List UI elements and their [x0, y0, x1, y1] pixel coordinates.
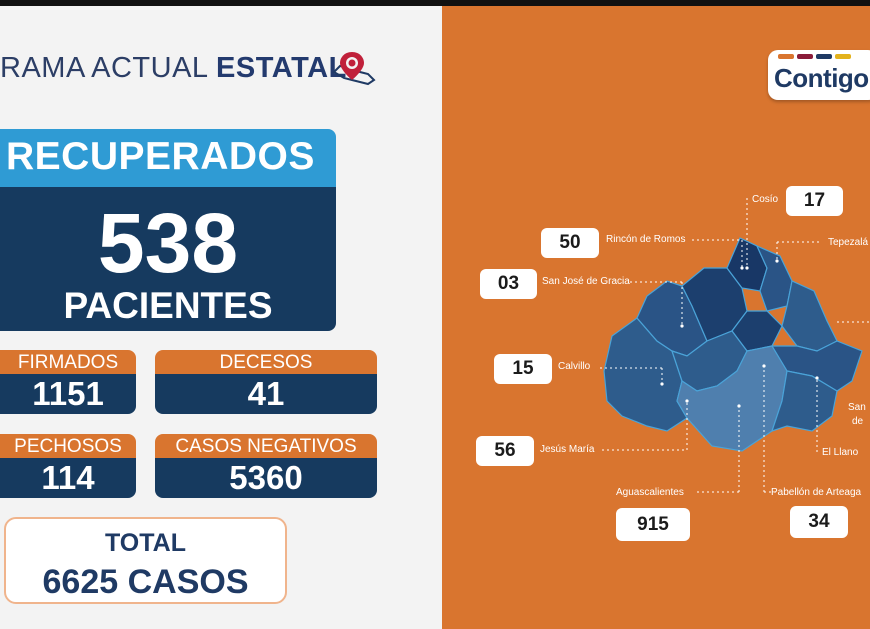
municipality-value: 03 — [480, 269, 537, 299]
municipality-name: San José de Gracia — [542, 276, 630, 287]
confirmed-card: FIRMADOS 1151 — [0, 350, 136, 414]
recovered-header: RECUPERADOS — [0, 129, 336, 187]
deaths-label: DECESOS — [155, 350, 377, 374]
map-region-tepezala — [755, 244, 793, 312]
recovered-label: RECUPERADOS — [6, 135, 315, 178]
logo-text: Contigo — [774, 63, 869, 93]
deaths-value: 41 — [155, 374, 377, 414]
recovered-unit: PACIENTES — [63, 285, 273, 326]
municipality-value: 15 — [494, 354, 552, 384]
municipality-name: Aguascalientes — [616, 487, 684, 498]
municipality-value: 17 — [786, 186, 843, 216]
suspected-value: 114 — [0, 458, 136, 498]
negative-value: 5360 — [155, 458, 377, 498]
municipality-name: de — [852, 416, 864, 427]
municipality-name: Rincón de Romos — [606, 234, 686, 245]
map-region-el-llano — [771, 370, 838, 432]
total-label: TOTAL — [104, 529, 186, 557]
municipality-name: Cosío — [752, 194, 779, 205]
deaths-card: DECESOS 41 — [155, 350, 377, 414]
municipality-value: 34 — [790, 506, 848, 538]
state-map — [600, 198, 870, 493]
municipality-name: San — [848, 402, 866, 413]
suspected-card: PECHOSOS 114 — [0, 434, 136, 498]
map-region-asientos — [781, 280, 838, 352]
total-value: 6625 CASOS — [42, 563, 249, 601]
mexico-map-pin-icon — [332, 52, 376, 86]
title-regular: RAMA ACTUAL — [0, 52, 217, 84]
recovered-count: 538 — [97, 196, 239, 290]
municipality-name: Calvillo — [558, 361, 591, 372]
municipality-value: 56 — [476, 436, 534, 466]
municipality-name: Pabellón de Arteaga — [771, 487, 862, 498]
negative-label: CASOS NEGATIVOS — [155, 434, 377, 458]
recovered-card: 538 PACIENTES — [0, 187, 336, 331]
top-bar — [0, 0, 870, 6]
municipality-name: Jesús María — [540, 444, 595, 455]
municipality-value: 915 — [616, 508, 690, 541]
municipality-name: El Llano — [822, 447, 859, 458]
municipality-value: 50 — [541, 228, 599, 258]
page-title: RAMA ACTUAL ESTATAL — [0, 52, 347, 85]
confirmed-value: 1151 — [0, 374, 136, 414]
municipality-name: Tepezalá — [828, 237, 869, 248]
confirmed-label: FIRMADOS — [0, 350, 136, 374]
contigo-logo: Contigo — [768, 50, 870, 100]
logo-bars — [778, 54, 851, 59]
negative-card: CASOS NEGATIVOS 5360 — [155, 434, 377, 498]
title-bold: ESTATAL — [216, 52, 347, 84]
total-card: TOTAL 6625 CASOS — [4, 517, 287, 604]
suspected-label: PECHOSOS — [0, 434, 136, 458]
